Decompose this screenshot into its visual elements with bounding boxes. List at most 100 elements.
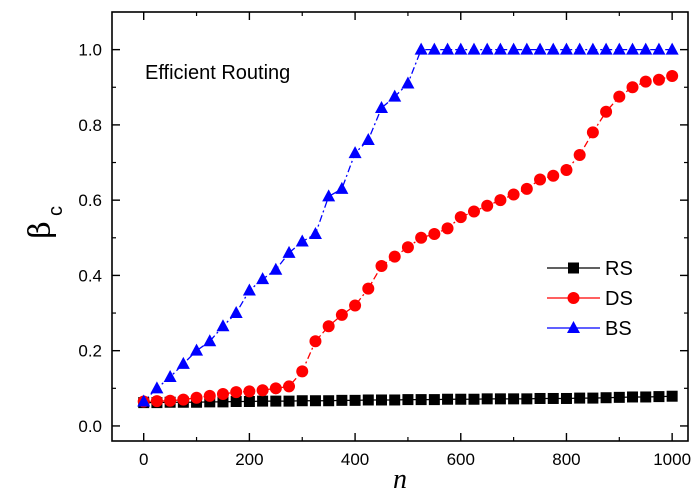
y-tick-label: 0.4: [78, 266, 102, 285]
data-point-bs: [375, 100, 389, 113]
data-point-ds: [560, 164, 573, 177]
data-point-rs: [547, 392, 559, 404]
data-point-bs: [295, 234, 309, 247]
data-point-rs: [217, 396, 229, 408]
data-point-bs: [137, 394, 151, 407]
data-point-rs: [283, 395, 295, 407]
data-point-rs: [653, 391, 665, 403]
x-tick-label: 400: [341, 450, 369, 469]
data-point-bs: [163, 370, 177, 383]
data-point-bs: [388, 89, 402, 102]
data-point-bs: [559, 42, 573, 55]
legend-marker-ds: [567, 292, 580, 304]
data-point-rs: [468, 393, 480, 405]
data-point-rs: [481, 393, 493, 405]
data-point-ds: [349, 299, 362, 312]
axis-ticks: 0 200 400 600 800 1000 0.0 0.2 0.4 0.6 0.8 1.0: [78, 12, 691, 469]
data-point-bs: [665, 42, 679, 55]
data-point-ds: [494, 194, 507, 207]
data-point-rs: [587, 392, 599, 404]
data-point-rs: [508, 393, 520, 405]
data-point-ds: [388, 250, 401, 263]
data-point-ds: [467, 205, 480, 218]
data-point-ds: [626, 81, 639, 94]
data-point-bs: [256, 272, 270, 285]
data-point-ds: [534, 173, 547, 186]
data-point-ds: [190, 391, 203, 404]
data-point-rs: [455, 393, 467, 405]
data-point-rs: [613, 391, 625, 403]
data-point-bs: [493, 42, 507, 55]
data-point-rs: [494, 393, 506, 405]
data-point-bs: [401, 76, 415, 89]
y-tick-label: 0.8: [78, 116, 102, 135]
series-markers: [137, 42, 679, 409]
data-point-ds: [322, 320, 335, 333]
x-axis-label: n: [393, 464, 407, 495]
data-point-ds: [401, 241, 414, 254]
legend-label-bs: BS: [605, 318, 632, 340]
y-axis-label-symbol: β: [23, 221, 58, 238]
data-point-ds: [296, 365, 309, 378]
data-point-ds: [639, 75, 652, 88]
data-point-bs: [335, 181, 349, 194]
data-point-ds: [454, 211, 467, 224]
data-point-bs: [322, 189, 336, 202]
data-point-ds: [203, 389, 216, 402]
data-point-ds: [652, 73, 665, 86]
data-point-rs: [296, 395, 308, 407]
data-point-rs: [415, 394, 427, 406]
data-point-bs: [480, 42, 494, 55]
data-point-rs: [323, 395, 335, 407]
data-point-bs: [361, 132, 375, 145]
series-line-ds: [143, 75, 673, 403]
data-point-bs: [269, 262, 283, 275]
data-point-rs: [574, 392, 586, 404]
data-point-bs: [203, 334, 217, 347]
data-point-ds: [216, 387, 229, 400]
data-point-bs: [639, 42, 653, 55]
data-point-ds: [177, 393, 190, 406]
data-point-ds: [613, 90, 626, 103]
series-line-bs: [143, 48, 673, 402]
data-point-bs: [652, 42, 666, 55]
x-tick-label: 200: [235, 450, 263, 469]
data-point-bs: [176, 356, 190, 369]
data-point-bs: [626, 42, 640, 55]
y-tick-label: 0.0: [78, 417, 102, 436]
data-point-rs: [270, 395, 282, 407]
y-tick-label: 0.6: [78, 191, 102, 210]
data-point-ds: [230, 386, 243, 399]
data-point-bs: [599, 42, 613, 55]
data-point-ds: [573, 149, 586, 161]
y-axis-label-subscript: c: [45, 206, 67, 216]
data-point-bs: [533, 42, 547, 55]
data-point-ds: [666, 69, 679, 82]
data-point-rs: [243, 395, 255, 407]
data-point-rs: [666, 390, 678, 402]
data-point-bs: [282, 245, 296, 258]
data-point-bs: [216, 319, 230, 332]
data-point-bs: [546, 42, 560, 55]
plot-frame: [111, 11, 689, 442]
data-point-bs: [520, 42, 534, 55]
data-point-ds: [283, 380, 296, 393]
series-lines: [143, 48, 673, 404]
data-point-ds: [600, 105, 613, 118]
data-point-rs: [204, 396, 216, 408]
data-point-bs: [348, 146, 362, 159]
data-point-bs: [586, 42, 600, 55]
data-point-ds: [164, 394, 177, 407]
data-point-ds: [269, 382, 282, 395]
data-point-ds: [243, 385, 256, 398]
data-point-bs: [190, 343, 204, 356]
data-point-rs: [600, 392, 612, 404]
legend: RS DS BS: [547, 258, 633, 340]
data-point-rs: [230, 395, 242, 407]
x-tick-label: 1000: [653, 450, 691, 469]
data-point-ds: [335, 308, 348, 321]
data-point-bs: [573, 42, 587, 55]
data-point-bs: [454, 42, 468, 55]
x-tick-label: 600: [447, 450, 475, 469]
